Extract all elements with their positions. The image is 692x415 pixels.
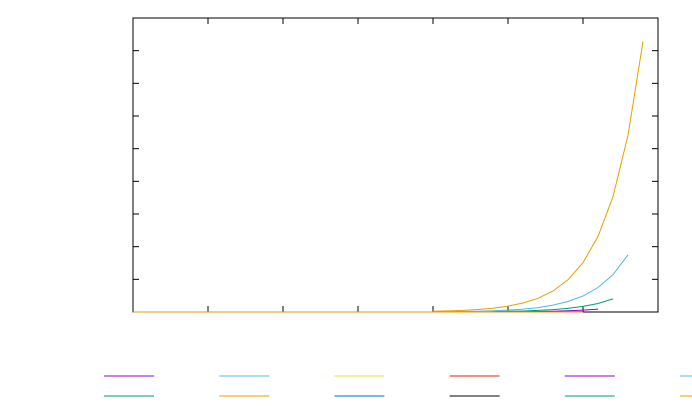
plot-frame: [132, 17, 659, 313]
series-line: [432, 254, 629, 313]
series-line: [432, 41, 644, 312]
